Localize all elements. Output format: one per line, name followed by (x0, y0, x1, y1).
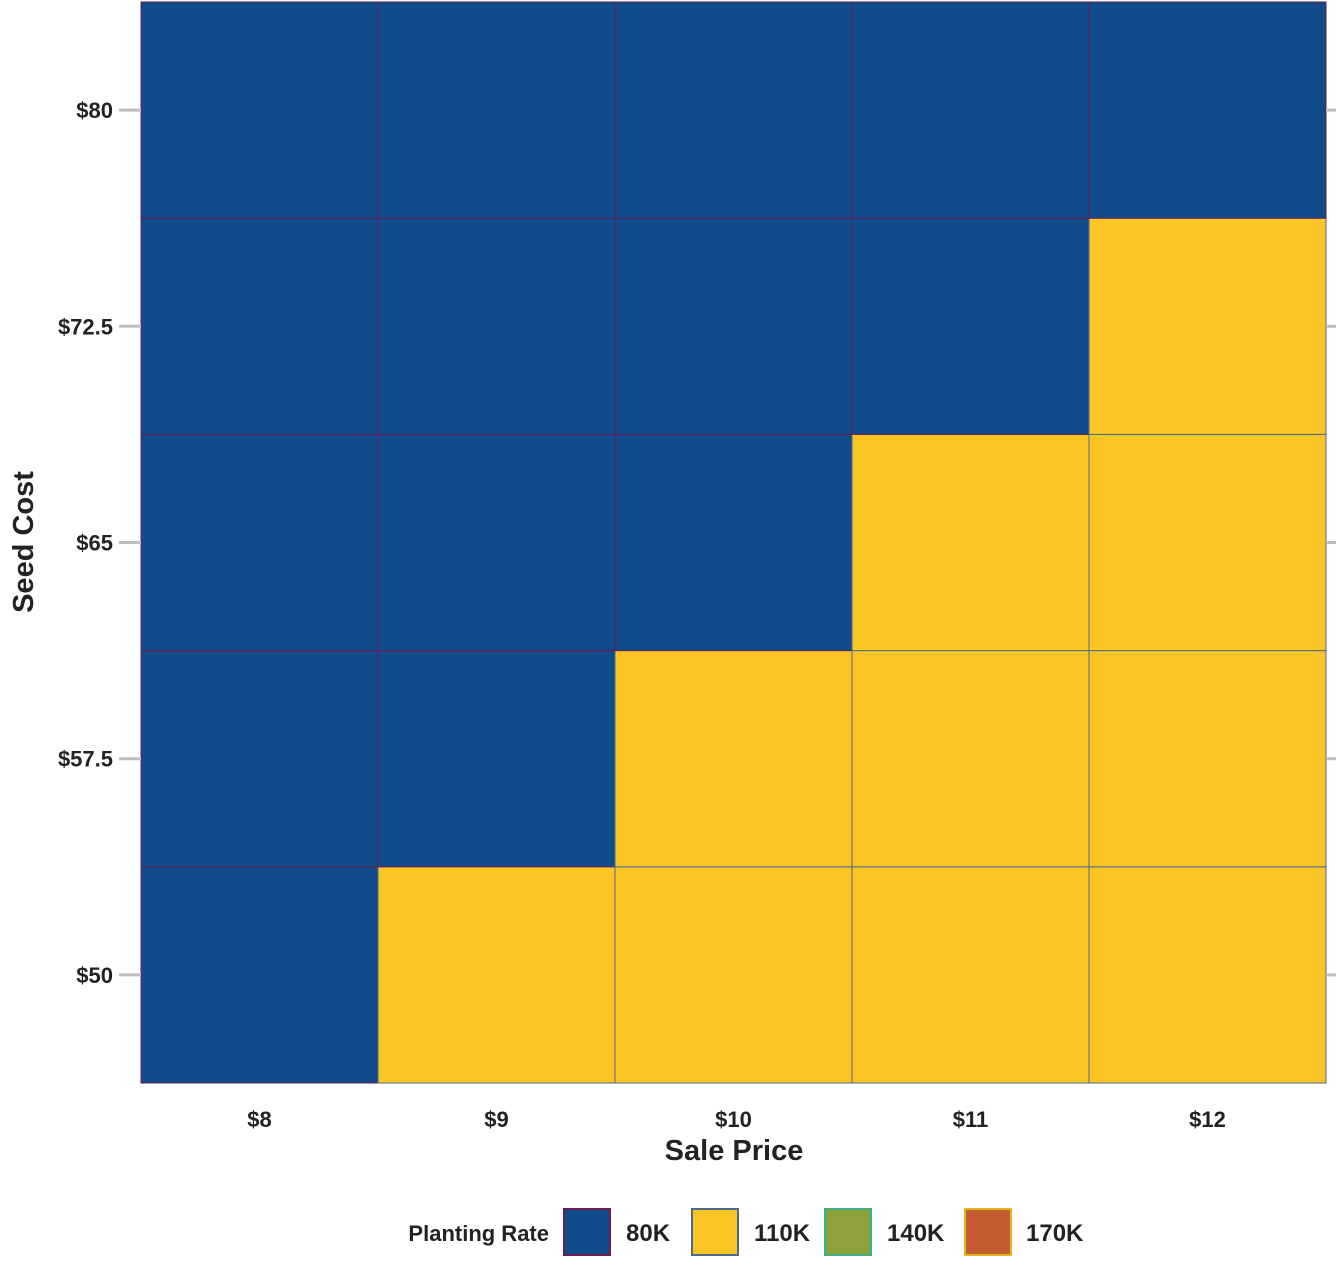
heatmap-cell (1088, 433, 1327, 652)
x-tick-label: $12 (1189, 1107, 1226, 1132)
heatmap-cell (851, 866, 1090, 1084)
heatmap-cell (1088, 217, 1327, 435)
y-tick-label: $80 (76, 98, 113, 123)
y-tick-label: $57.5 (58, 747, 113, 772)
x-axis-title: Sale Price (665, 1135, 804, 1167)
legend-key (691, 1208, 739, 1256)
heatmap-cell (377, 1, 616, 219)
y-tick-label: $72.5 (58, 314, 113, 339)
legend-label: 110K (754, 1220, 811, 1247)
heatmap-cell (140, 1, 379, 219)
heatmap-cell (851, 433, 1090, 652)
heatmap-cell (614, 1, 853, 219)
legend-key (563, 1208, 611, 1256)
x-tick-label: $8 (247, 1107, 271, 1132)
legend: Planting Rate 80K 110K 140K 170K (408, 1208, 1084, 1256)
heatmap-cell (1088, 650, 1327, 868)
y-axis-title: Seed Cost (8, 471, 40, 613)
heatmap-cell (851, 650, 1090, 868)
heatmap-cell (614, 217, 853, 435)
legend-label: 140K (887, 1220, 945, 1247)
heatmap-cell (377, 650, 616, 868)
heatmap-cell (140, 217, 379, 435)
x-tick-label: $11 (953, 1107, 989, 1132)
heatmap-cell (377, 433, 616, 652)
heatmap-cell (614, 433, 853, 652)
heatmap-cell (851, 217, 1090, 435)
legend-key (964, 1208, 1012, 1256)
heatmap-cells (140, 1, 1327, 1084)
heatmap-cell (140, 650, 379, 868)
heatmap-cell (614, 866, 853, 1084)
heatmap-cell (1088, 866, 1327, 1084)
legend-label: 80K (626, 1220, 671, 1247)
heatmap-cell (140, 433, 379, 652)
legend-title: Planting Rate (408, 1221, 549, 1246)
heatmap-cell (377, 866, 616, 1084)
heatmap-cell (851, 1, 1090, 219)
legend-label: 170K (1026, 1220, 1084, 1247)
x-tick-label: $9 (484, 1107, 508, 1132)
heatmap-cell (377, 217, 616, 435)
y-tick-label: $65 (76, 531, 113, 556)
x-tick-label: $10 (715, 1107, 752, 1132)
y-tick-label: $50 (76, 963, 113, 988)
axes: $50 $57.5 $65 $72.5 $80 $8 $9 $10 $11 $12 (58, 98, 1336, 1132)
heatmap-cell (1088, 1, 1327, 219)
heatmap-cell (614, 650, 853, 868)
heatmap-cell (140, 866, 379, 1084)
legend-key (824, 1208, 872, 1256)
